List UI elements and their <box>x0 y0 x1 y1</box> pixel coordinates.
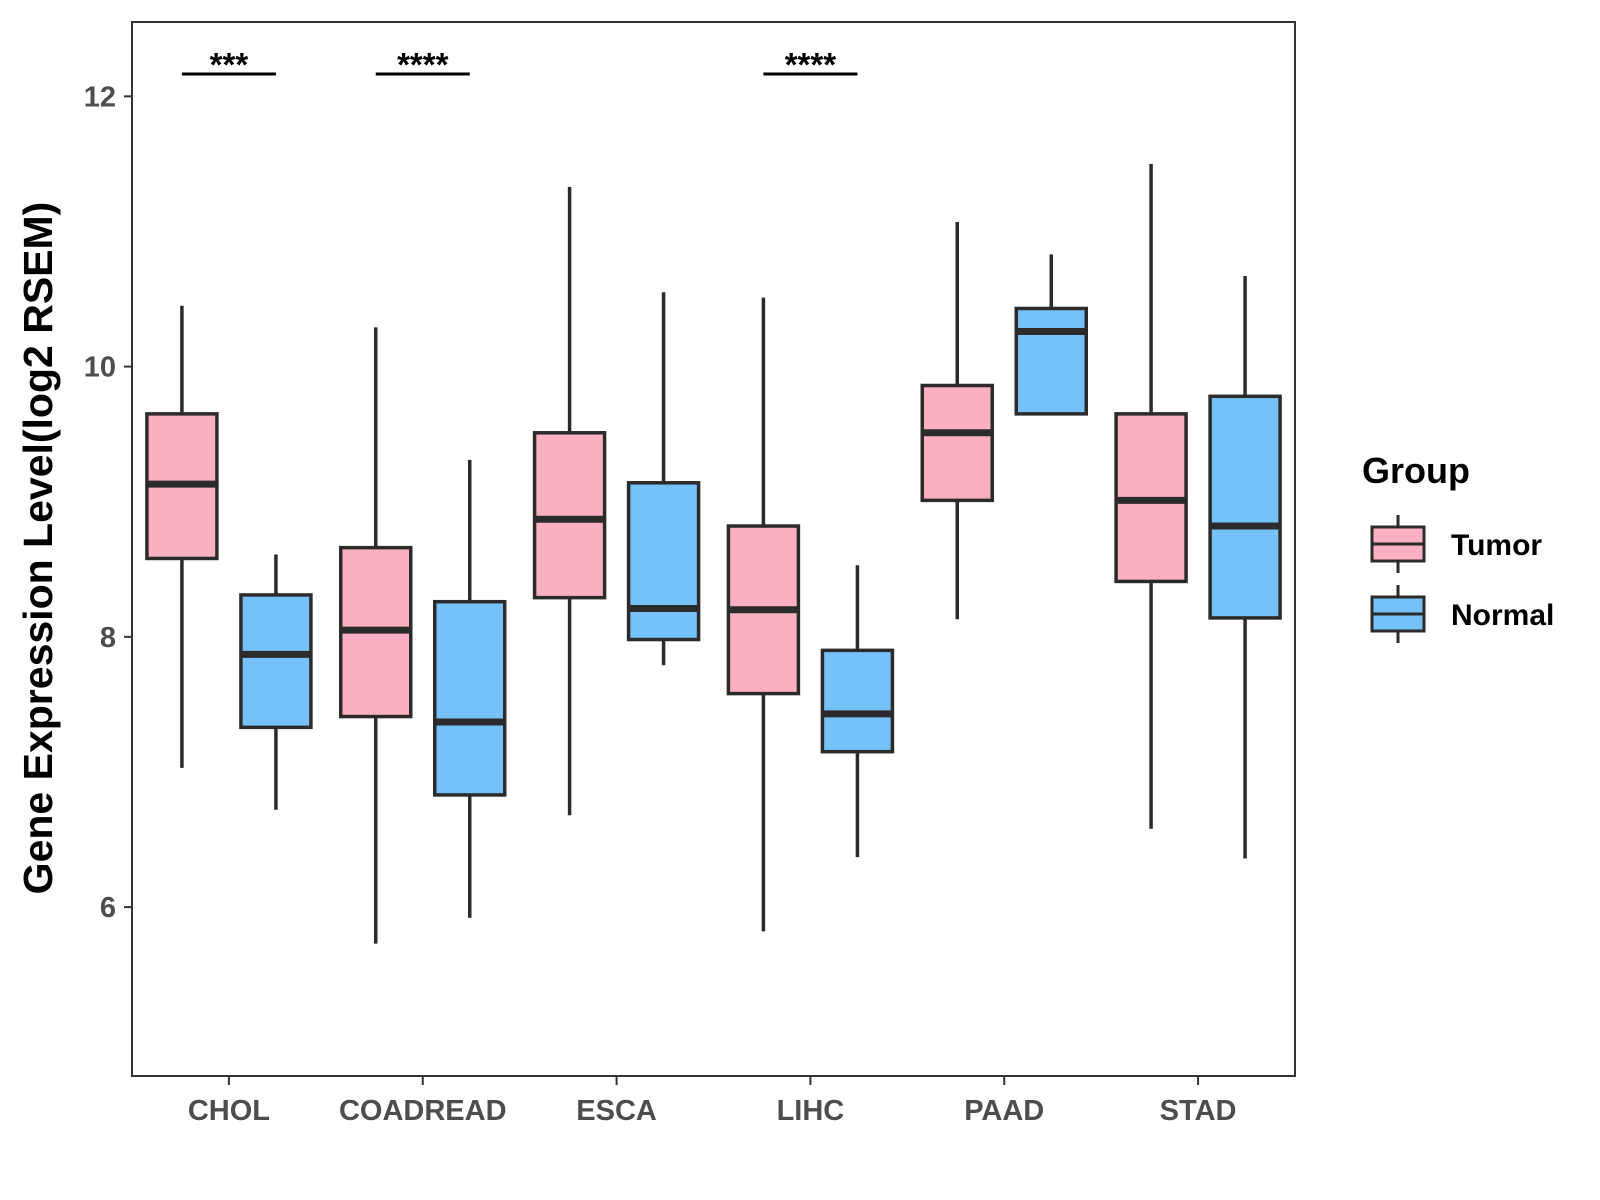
x-tick-label-chol: CHOL <box>188 1095 270 1127</box>
box-iqr <box>820 648 895 754</box>
y-tick-label: 8 <box>100 622 116 654</box>
legend-label-tumor: Tumor <box>1451 529 1542 562</box>
significance-label: **** <box>785 46 837 83</box>
box-iqr <box>626 481 701 642</box>
x-tick-label-lihc: LIHC <box>777 1095 845 1127</box>
y-tick-label: 10 <box>84 352 116 384</box>
box-normal-chol <box>239 554 313 810</box>
x-axis: CHOL COADREAD ESCA LIHC PAAD STAD <box>188 1076 1237 1127</box>
box-normal-coadread <box>433 459 507 918</box>
box-tumor-paad <box>920 221 994 620</box>
legend-item-normal: Normal <box>1370 585 1554 643</box>
box-normal-esca <box>626 292 701 666</box>
box-iqr <box>1014 306 1088 416</box>
y-axis: 6 8 10 12 <box>84 81 132 924</box>
legend-title: Group <box>1362 450 1470 491</box>
box-iqr <box>433 599 507 797</box>
legend-label-normal: Normal <box>1451 599 1554 632</box>
box-normal-paad <box>1014 254 1088 416</box>
plot-panel <box>131 21 1296 1077</box>
box-tumor-esca <box>532 186 607 816</box>
boxes-layer <box>145 163 1282 944</box>
box-iqr <box>532 431 607 600</box>
box-iqr <box>1208 394 1282 620</box>
x-tick-label-coadread: COADREAD <box>339 1095 507 1127</box>
box-tumor-lihc <box>726 297 801 932</box>
y-tick-label: 6 <box>100 892 116 924</box>
significance-label: **** <box>397 46 449 83</box>
box-normal-lihc <box>820 565 895 858</box>
y-axis-title: Gene Expression Level(log2 RSEM) <box>15 202 61 895</box>
significance-label: *** <box>210 46 249 83</box>
box-tumor-chol <box>145 305 219 768</box>
box-tumor-coadread <box>339 327 413 944</box>
y-tick-label: 12 <box>84 81 116 113</box>
box-normal-stad <box>1208 276 1282 859</box>
legend: Group Tumor Normal <box>1362 450 1554 643</box>
box-iqr <box>239 593 313 730</box>
x-tick-label-stad: STAD <box>1160 1095 1237 1127</box>
box-tumor-stad <box>1114 163 1188 829</box>
legend-item-tumor: Tumor <box>1370 515 1542 573</box>
x-tick-label-paad: PAAD <box>964 1095 1044 1127</box>
x-tick-label-esca: ESCA <box>576 1095 657 1127</box>
significance-annotations: *** **** **** <box>181 46 858 83</box>
box-iqr <box>920 383 994 503</box>
